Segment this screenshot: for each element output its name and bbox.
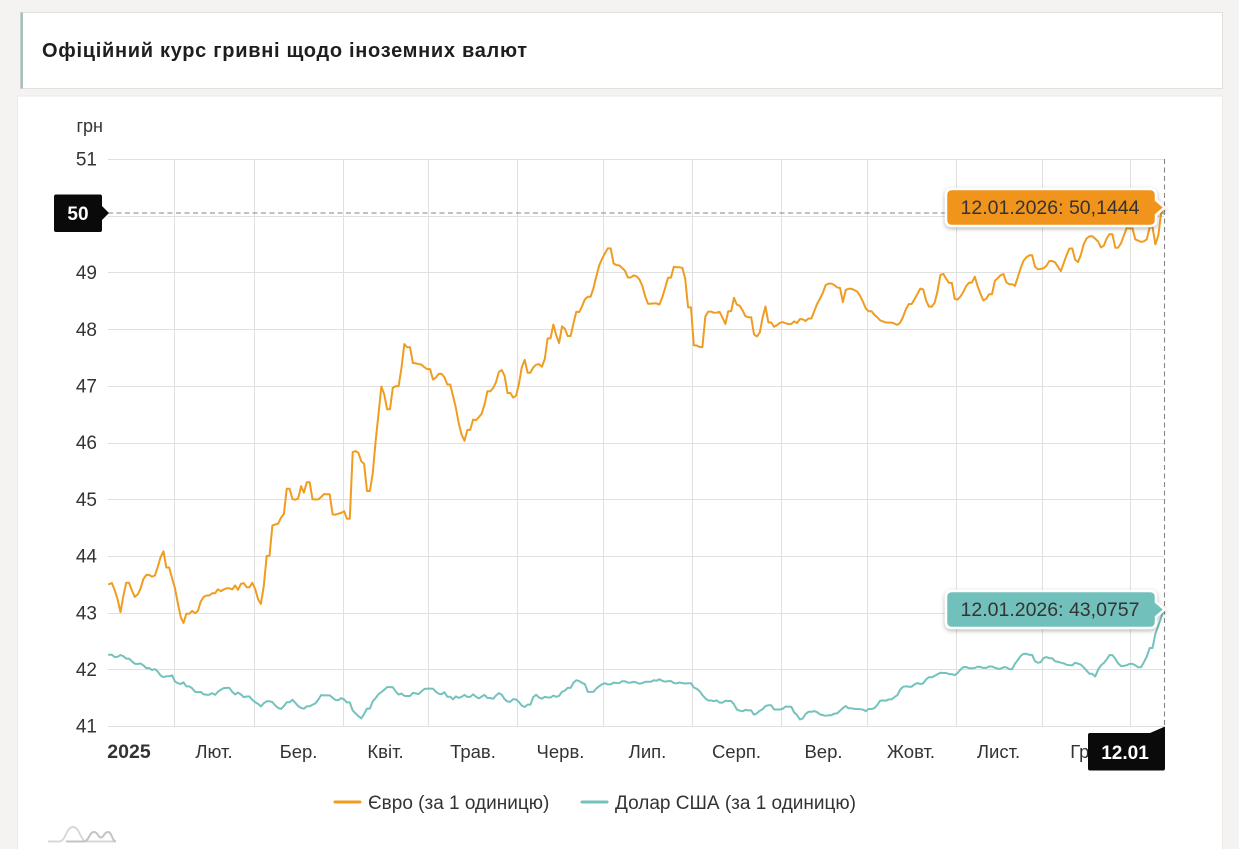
svg-text:41: 41 — [76, 717, 97, 738]
svg-text:48: 48 — [76, 320, 97, 341]
svg-text:47: 47 — [76, 377, 97, 398]
svg-text:50: 50 — [67, 204, 88, 225]
svg-text:12.01.2026: 43,0757: 12.01.2026: 43,0757 — [961, 599, 1140, 621]
svg-text:Трав.: Трав. — [450, 741, 496, 762]
svg-text:49: 49 — [76, 263, 97, 284]
svg-text:45: 45 — [76, 490, 97, 511]
svg-text:Євро (за 1 одиницю): Євро (за 1 одиницю) — [368, 793, 549, 814]
svg-text:Серп.: Серп. — [712, 741, 761, 762]
svg-text:Черв.: Черв. — [537, 741, 585, 762]
svg-text:Лист.: Лист. — [977, 741, 1020, 762]
svg-text:Жовт.: Жовт. — [887, 741, 935, 762]
svg-text:43: 43 — [76, 603, 97, 624]
svg-text:Вер.: Вер. — [804, 741, 842, 762]
svg-text:грн: грн — [76, 116, 103, 136]
svg-text:51: 51 — [76, 150, 97, 171]
svg-text:44: 44 — [76, 547, 98, 568]
svg-text:12.01.2026: 50,1444: 12.01.2026: 50,1444 — [961, 197, 1140, 219]
svg-text:Бер.: Бер. — [280, 741, 318, 762]
svg-text:12.01: 12.01 — [1101, 743, 1149, 764]
svg-text:Лют.: Лют. — [195, 741, 232, 762]
svg-text:42: 42 — [76, 660, 97, 681]
svg-text:Офіційний курс гривні щодо іно: Офіційний курс гривні щодо іноземних вал… — [42, 40, 528, 62]
svg-text:Лип.: Лип. — [629, 741, 667, 762]
svg-text:2025: 2025 — [107, 741, 151, 763]
svg-text:Квіт.: Квіт. — [367, 741, 403, 762]
svg-text:46: 46 — [76, 433, 97, 454]
svg-text:Долар США (за 1 одиницю): Долар США (за 1 одиницю) — [615, 793, 856, 814]
